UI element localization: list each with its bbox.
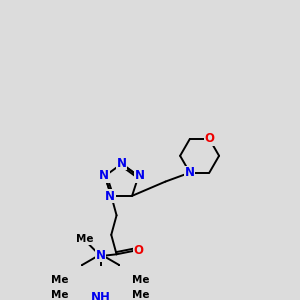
- Text: N: N: [134, 169, 144, 182]
- Text: NH: NH: [91, 291, 111, 300]
- Text: Me: Me: [51, 275, 69, 285]
- Text: Me: Me: [76, 234, 93, 244]
- Text: O: O: [204, 132, 214, 146]
- Text: N: N: [99, 169, 109, 182]
- Text: N: N: [185, 166, 195, 179]
- Text: Me: Me: [132, 290, 150, 300]
- Text: N: N: [117, 157, 127, 170]
- Text: N: N: [105, 190, 116, 203]
- Text: O: O: [134, 244, 144, 257]
- Text: N: N: [96, 249, 106, 262]
- Text: Me: Me: [51, 290, 69, 300]
- Text: Me: Me: [132, 275, 150, 285]
